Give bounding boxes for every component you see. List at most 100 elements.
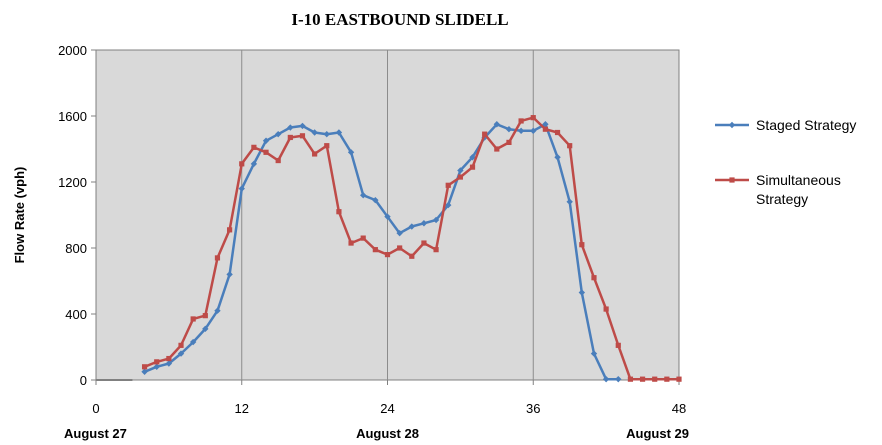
data-point (615, 342, 621, 348)
data-point (178, 342, 184, 348)
data-point (274, 130, 282, 138)
data-point (506, 139, 512, 145)
data-point (275, 157, 281, 164)
x-tick-label: 48 (672, 401, 686, 416)
data-point (517, 127, 525, 135)
x-tick-label: 12 (235, 401, 249, 416)
y-tick-label: 800 (65, 241, 87, 256)
data-point (154, 359, 160, 365)
data-point (432, 216, 440, 224)
data-point (360, 235, 366, 241)
data-point (602, 375, 610, 383)
legend: Staged Strategy Simultaneous Strategy (715, 117, 856, 207)
data-point (579, 242, 585, 248)
data-point (530, 115, 536, 121)
data-point (238, 185, 245, 192)
data-point (141, 368, 148, 375)
data-point (336, 209, 342, 215)
x-category-label: August 29 (626, 426, 689, 441)
legend-marker (729, 177, 735, 183)
chart-title: I-10 EASTBOUND SLIDELL (291, 10, 508, 29)
data-point (251, 144, 257, 150)
data-point (578, 289, 586, 296)
data-point (263, 149, 269, 155)
series-simultaneous-strategy (141, 115, 682, 382)
data-point (323, 130, 330, 138)
data-point (372, 196, 379, 204)
data-point (493, 121, 501, 128)
legend-item: Simultaneous Strategy (715, 172, 841, 207)
legend-item: Staged Strategy (715, 117, 856, 133)
data-point (627, 376, 634, 382)
data-point (372, 247, 378, 253)
data-point (542, 126, 548, 132)
legend-label: Simultaneous Strategy (756, 172, 841, 207)
data-point (433, 247, 439, 253)
x-category-label: August 28 (356, 426, 419, 441)
data-point (445, 182, 451, 188)
data-point (214, 307, 221, 314)
series-lines (96, 115, 682, 383)
data-point (311, 129, 318, 136)
data-point (590, 350, 598, 357)
data-point (396, 229, 403, 237)
data-point (567, 143, 573, 149)
data-point (639, 376, 646, 382)
x-tick-label: 36 (526, 401, 540, 416)
y-tick-label: 0 (80, 373, 87, 388)
data-point (384, 213, 391, 220)
data-point (190, 316, 196, 322)
data-point (554, 129, 561, 136)
data-point (591, 275, 597, 281)
data-point (312, 151, 318, 157)
data-point (615, 375, 622, 383)
data-point (421, 240, 427, 246)
data-point (299, 133, 306, 139)
data-point (482, 131, 488, 137)
data-point (676, 376, 682, 382)
data-point (239, 161, 245, 167)
series-line (144, 123, 619, 381)
data-point (408, 223, 415, 230)
data-point (177, 350, 185, 357)
y-axis-label: Flow Rate (vph) (12, 167, 27, 264)
data-point (250, 160, 258, 168)
data-point (505, 126, 513, 133)
data-point (652, 376, 658, 382)
data-point (457, 167, 464, 174)
data-point (324, 143, 330, 149)
data-point (262, 137, 270, 144)
data-point (202, 325, 209, 333)
data-point (530, 127, 537, 135)
data-point (554, 154, 561, 161)
data-point (603, 306, 609, 312)
data-point (469, 164, 476, 170)
data-point (287, 134, 293, 141)
x-category-label: August 27 (64, 426, 127, 441)
data-point (664, 376, 670, 382)
data-point (397, 245, 403, 251)
data-point (335, 129, 343, 136)
data-point (384, 252, 391, 258)
data-point (226, 271, 233, 278)
data-point (457, 174, 463, 180)
data-point (299, 122, 306, 130)
data-point (214, 255, 221, 261)
data-point (360, 192, 367, 199)
data-point (409, 253, 415, 259)
axes: 0 400 800 1200 1600 2000 0 12 24 36 48 August 27 Aug… (58, 43, 689, 441)
y-tick-label: 2000 (58, 43, 87, 58)
series-staged-strategy (141, 121, 622, 383)
y-tick-label: 1200 (58, 175, 87, 190)
data-point (566, 198, 573, 205)
data-point (189, 338, 197, 346)
legend-label: Staged Strategy (756, 117, 856, 133)
data-point (420, 220, 428, 227)
data-point (494, 146, 500, 152)
data-point (469, 154, 476, 161)
data-point (445, 201, 452, 209)
data-point (542, 121, 549, 128)
data-point (141, 364, 148, 370)
data-point (348, 240, 354, 246)
